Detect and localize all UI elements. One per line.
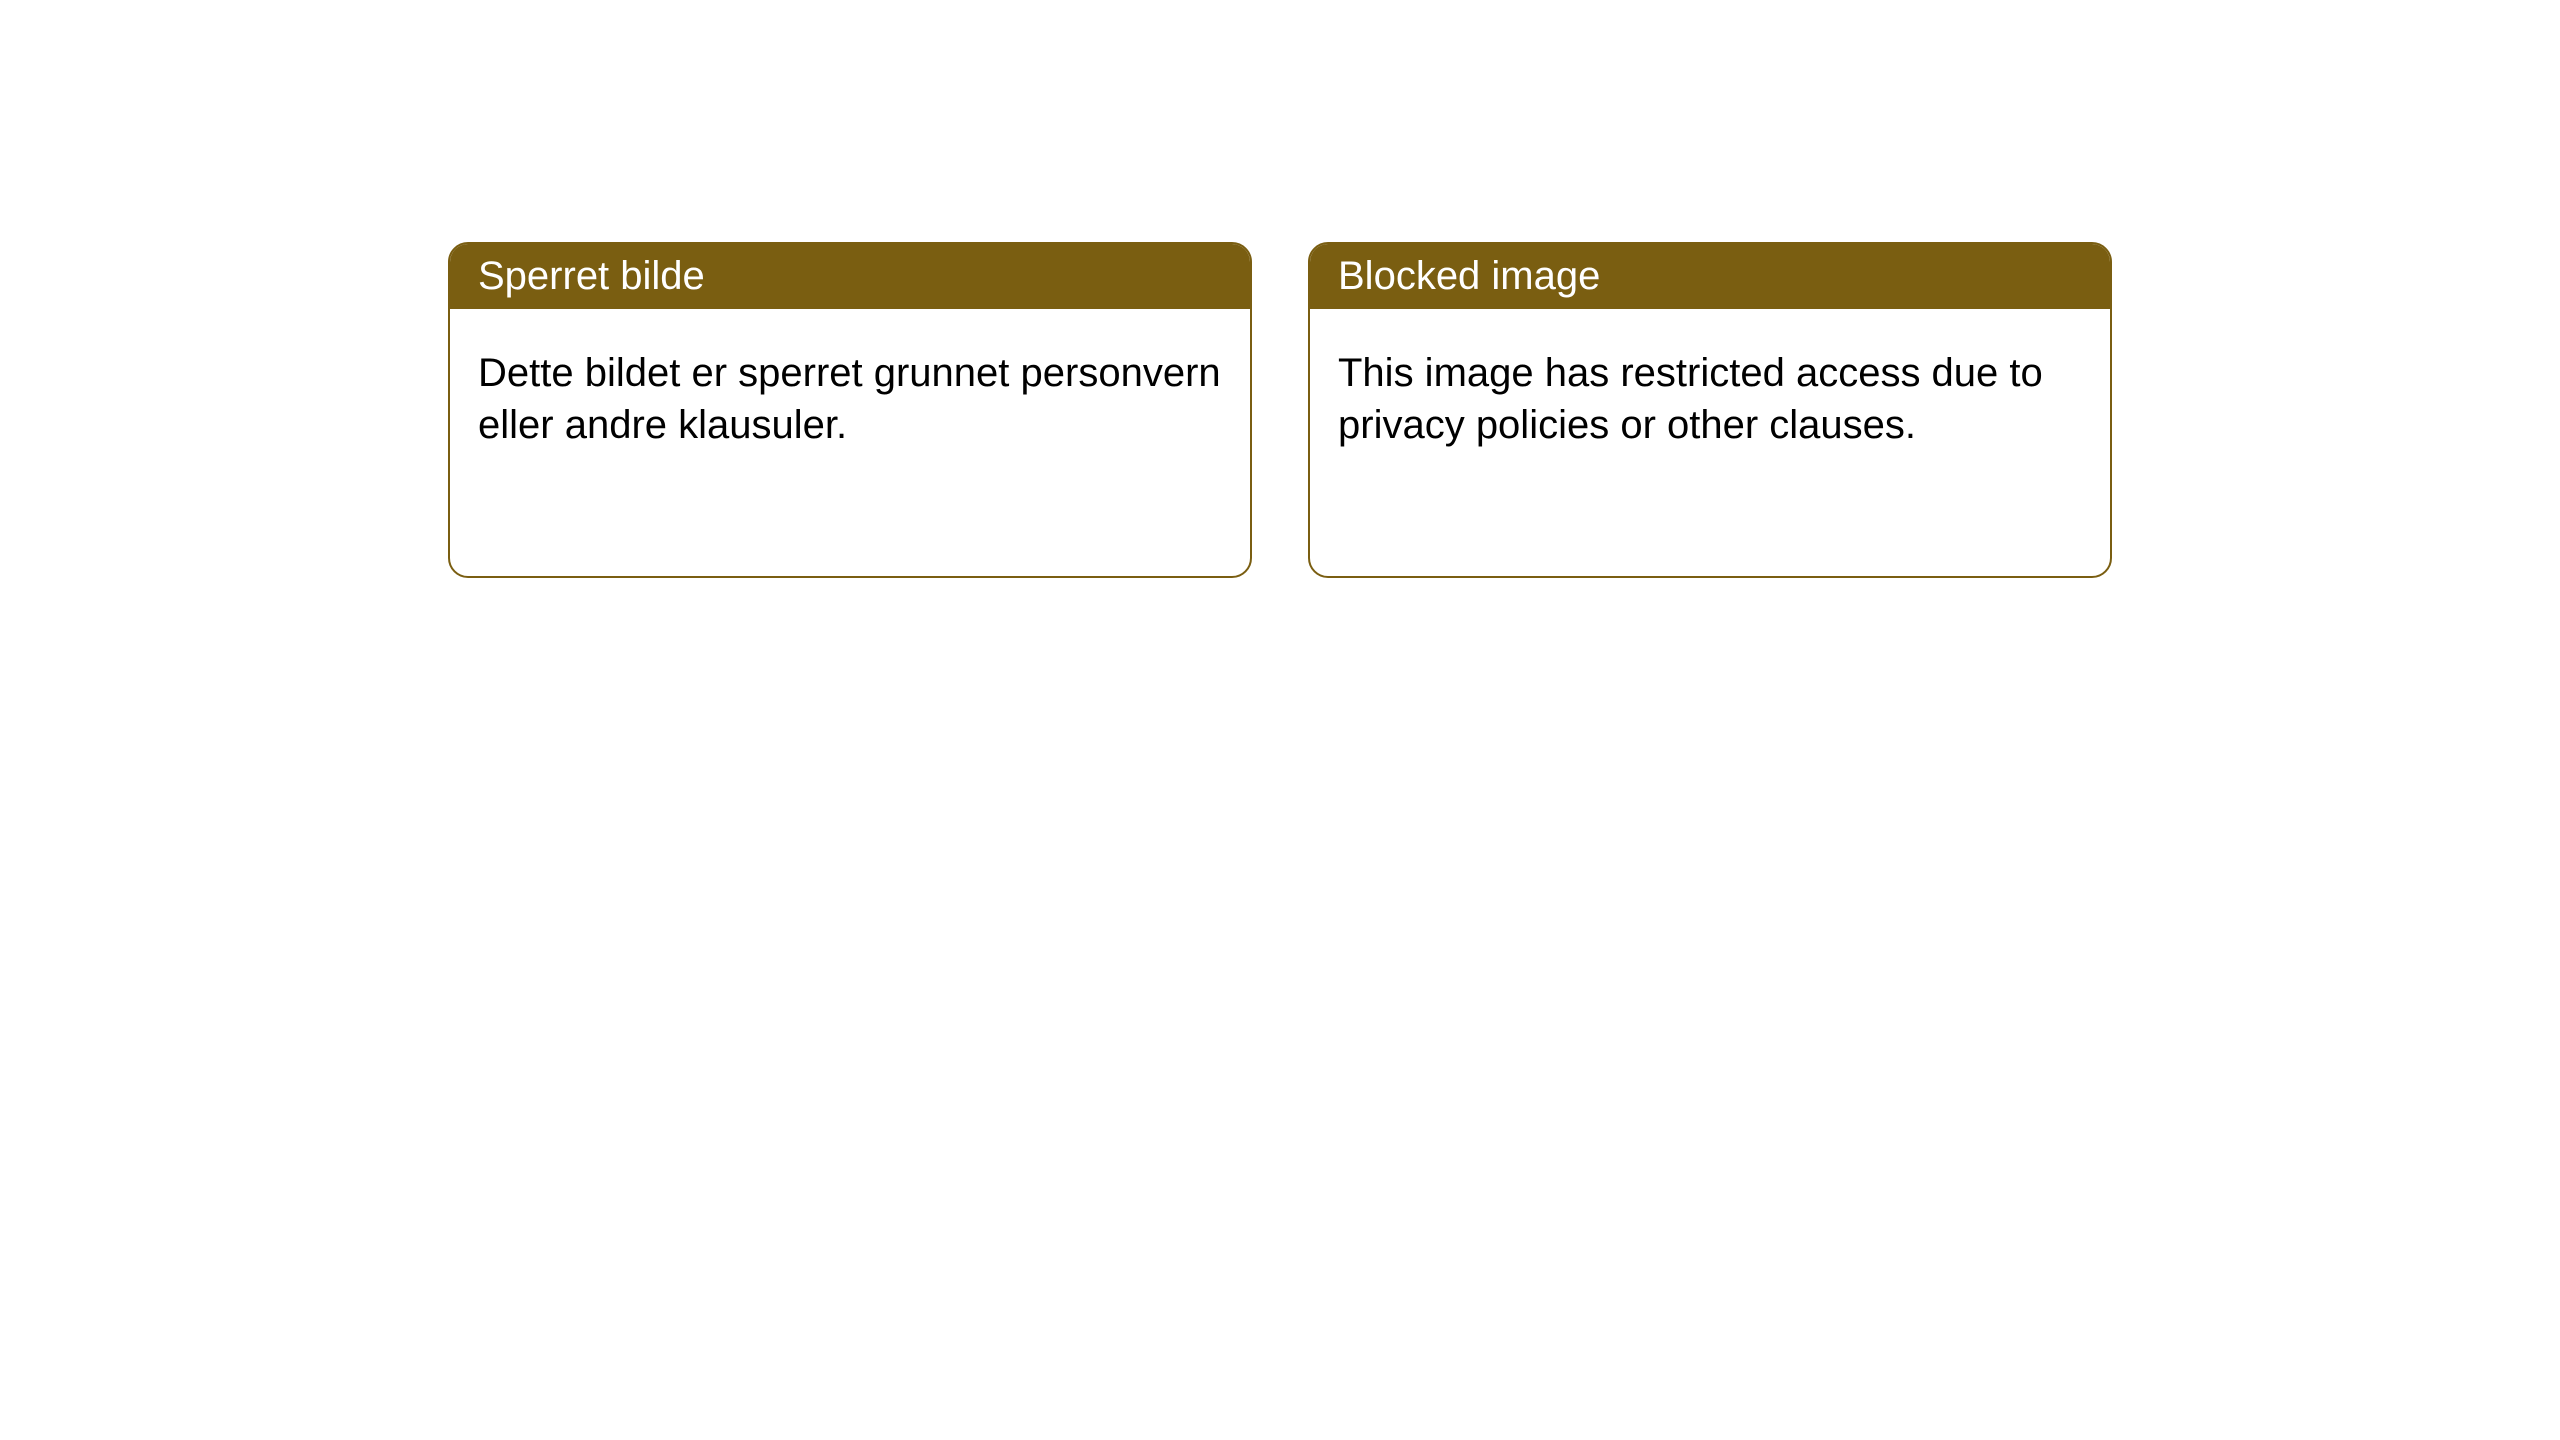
notice-header: Blocked image — [1310, 244, 2110, 309]
notice-header: Sperret bilde — [450, 244, 1250, 309]
notice-card-english: Blocked image This image has restricted … — [1308, 242, 2112, 578]
notice-body: This image has restricted access due to … — [1310, 309, 2110, 489]
notice-title: Sperret bilde — [478, 254, 705, 298]
notice-container: Sperret bilde Dette bildet er sperret gr… — [0, 0, 2560, 578]
notice-text: Dette bildet er sperret grunnet personve… — [478, 351, 1221, 447]
notice-body: Dette bildet er sperret grunnet personve… — [450, 309, 1250, 489]
notice-text: This image has restricted access due to … — [1338, 351, 2043, 447]
notice-card-norwegian: Sperret bilde Dette bildet er sperret gr… — [448, 242, 1252, 578]
notice-title: Blocked image — [1338, 254, 1600, 298]
